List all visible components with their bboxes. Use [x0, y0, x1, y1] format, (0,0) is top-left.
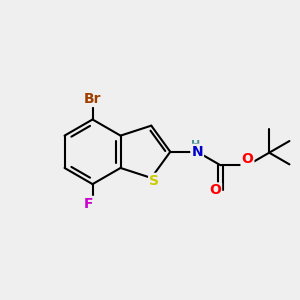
Text: Br: Br [84, 92, 101, 106]
Text: N: N [191, 145, 203, 159]
Text: F: F [84, 197, 94, 211]
Text: H: H [191, 140, 200, 150]
Text: O: O [209, 183, 221, 197]
Text: S: S [149, 174, 159, 188]
Text: O: O [242, 152, 254, 166]
